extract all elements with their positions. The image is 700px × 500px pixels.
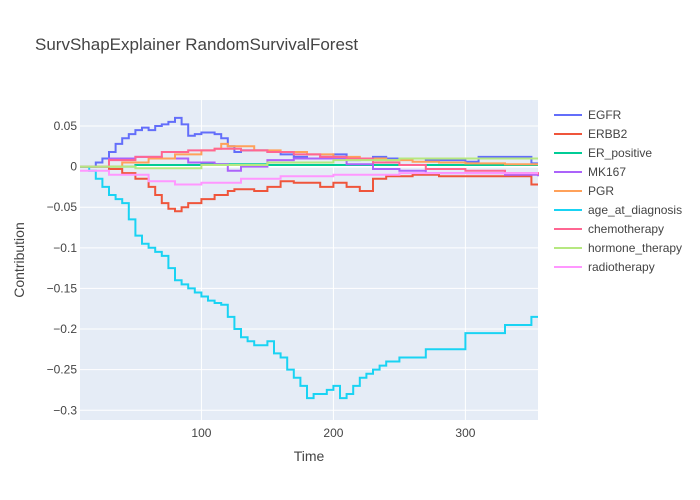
- y-tick-label: −0.25: [47, 363, 78, 377]
- legend-label: MK167: [588, 165, 626, 179]
- x-tick-labels: 100 200 300: [191, 426, 475, 440]
- x-tick-label: 100: [191, 426, 211, 440]
- series-line-hormone-therapy[interactable]: [80, 157, 538, 170]
- y-axis-title: Contribution: [11, 222, 27, 298]
- legend-label: EGFR: [588, 108, 622, 122]
- x-axis-title: Time: [294, 448, 325, 464]
- series-line-chemotherapy[interactable]: [80, 147, 539, 175]
- legend-item-pgr[interactable]: PGR: [554, 184, 614, 198]
- legend-label: chemotherapy: [588, 222, 664, 236]
- x-tick-label: 300: [455, 426, 475, 440]
- legend-item-age-at-diagnosis[interactable]: age_at_diagnosis: [554, 203, 682, 217]
- legend-item-hormone-therapy[interactable]: hormone_therapy: [554, 241, 682, 255]
- legend-item-erbb2[interactable]: ERBB2: [554, 127, 628, 141]
- chart-title: SurvShapExplainer RandomSurvivalForest: [35, 35, 358, 54]
- legend-item-mk167[interactable]: MK167: [554, 165, 626, 179]
- legend-item-er-positive[interactable]: ER_positive: [554, 146, 652, 160]
- y-tick-label: 0: [70, 160, 77, 174]
- legend-item-radiotherapy[interactable]: radiotherapy: [554, 260, 655, 274]
- y-tick-label: 0.05: [54, 119, 78, 133]
- plot-area: [80, 100, 538, 420]
- series-line-age-at-diagnosis[interactable]: [80, 165, 538, 400]
- y-tick-label: −0.1: [53, 241, 77, 255]
- y-tick-labels: 0.05 0 −0.05 −0.1 −0.15 −0.2 −0.25 −0.3: [47, 119, 78, 417]
- legend-label: ER_positive: [588, 146, 652, 160]
- legend-item-egfr[interactable]: EGFR: [554, 108, 622, 122]
- y-tick-label: −0.15: [47, 281, 78, 295]
- legend-label: hormone_therapy: [588, 241, 682, 255]
- legend[interactable]: EGFR ERBB2 ER_positive MK167 PGR age_at_diagn…: [554, 108, 682, 274]
- x-tick-label: 200: [323, 426, 343, 440]
- series-lines: [80, 116, 539, 400]
- legend-label: ERBB2: [588, 127, 628, 141]
- y-tick-label: −0.2: [53, 322, 77, 336]
- series-line-erbb2[interactable]: [80, 165, 538, 213]
- y-tick-label: −0.05: [47, 200, 78, 214]
- series-line-radiotherapy[interactable]: [80, 169, 538, 186]
- legend-label: PGR: [588, 184, 614, 198]
- legend-label: radiotherapy: [588, 260, 655, 274]
- legend-item-chemotherapy[interactable]: chemotherapy: [554, 222, 664, 236]
- y-tick-label: −0.3: [53, 403, 77, 417]
- legend-label: age_at_diagnosis: [588, 203, 682, 217]
